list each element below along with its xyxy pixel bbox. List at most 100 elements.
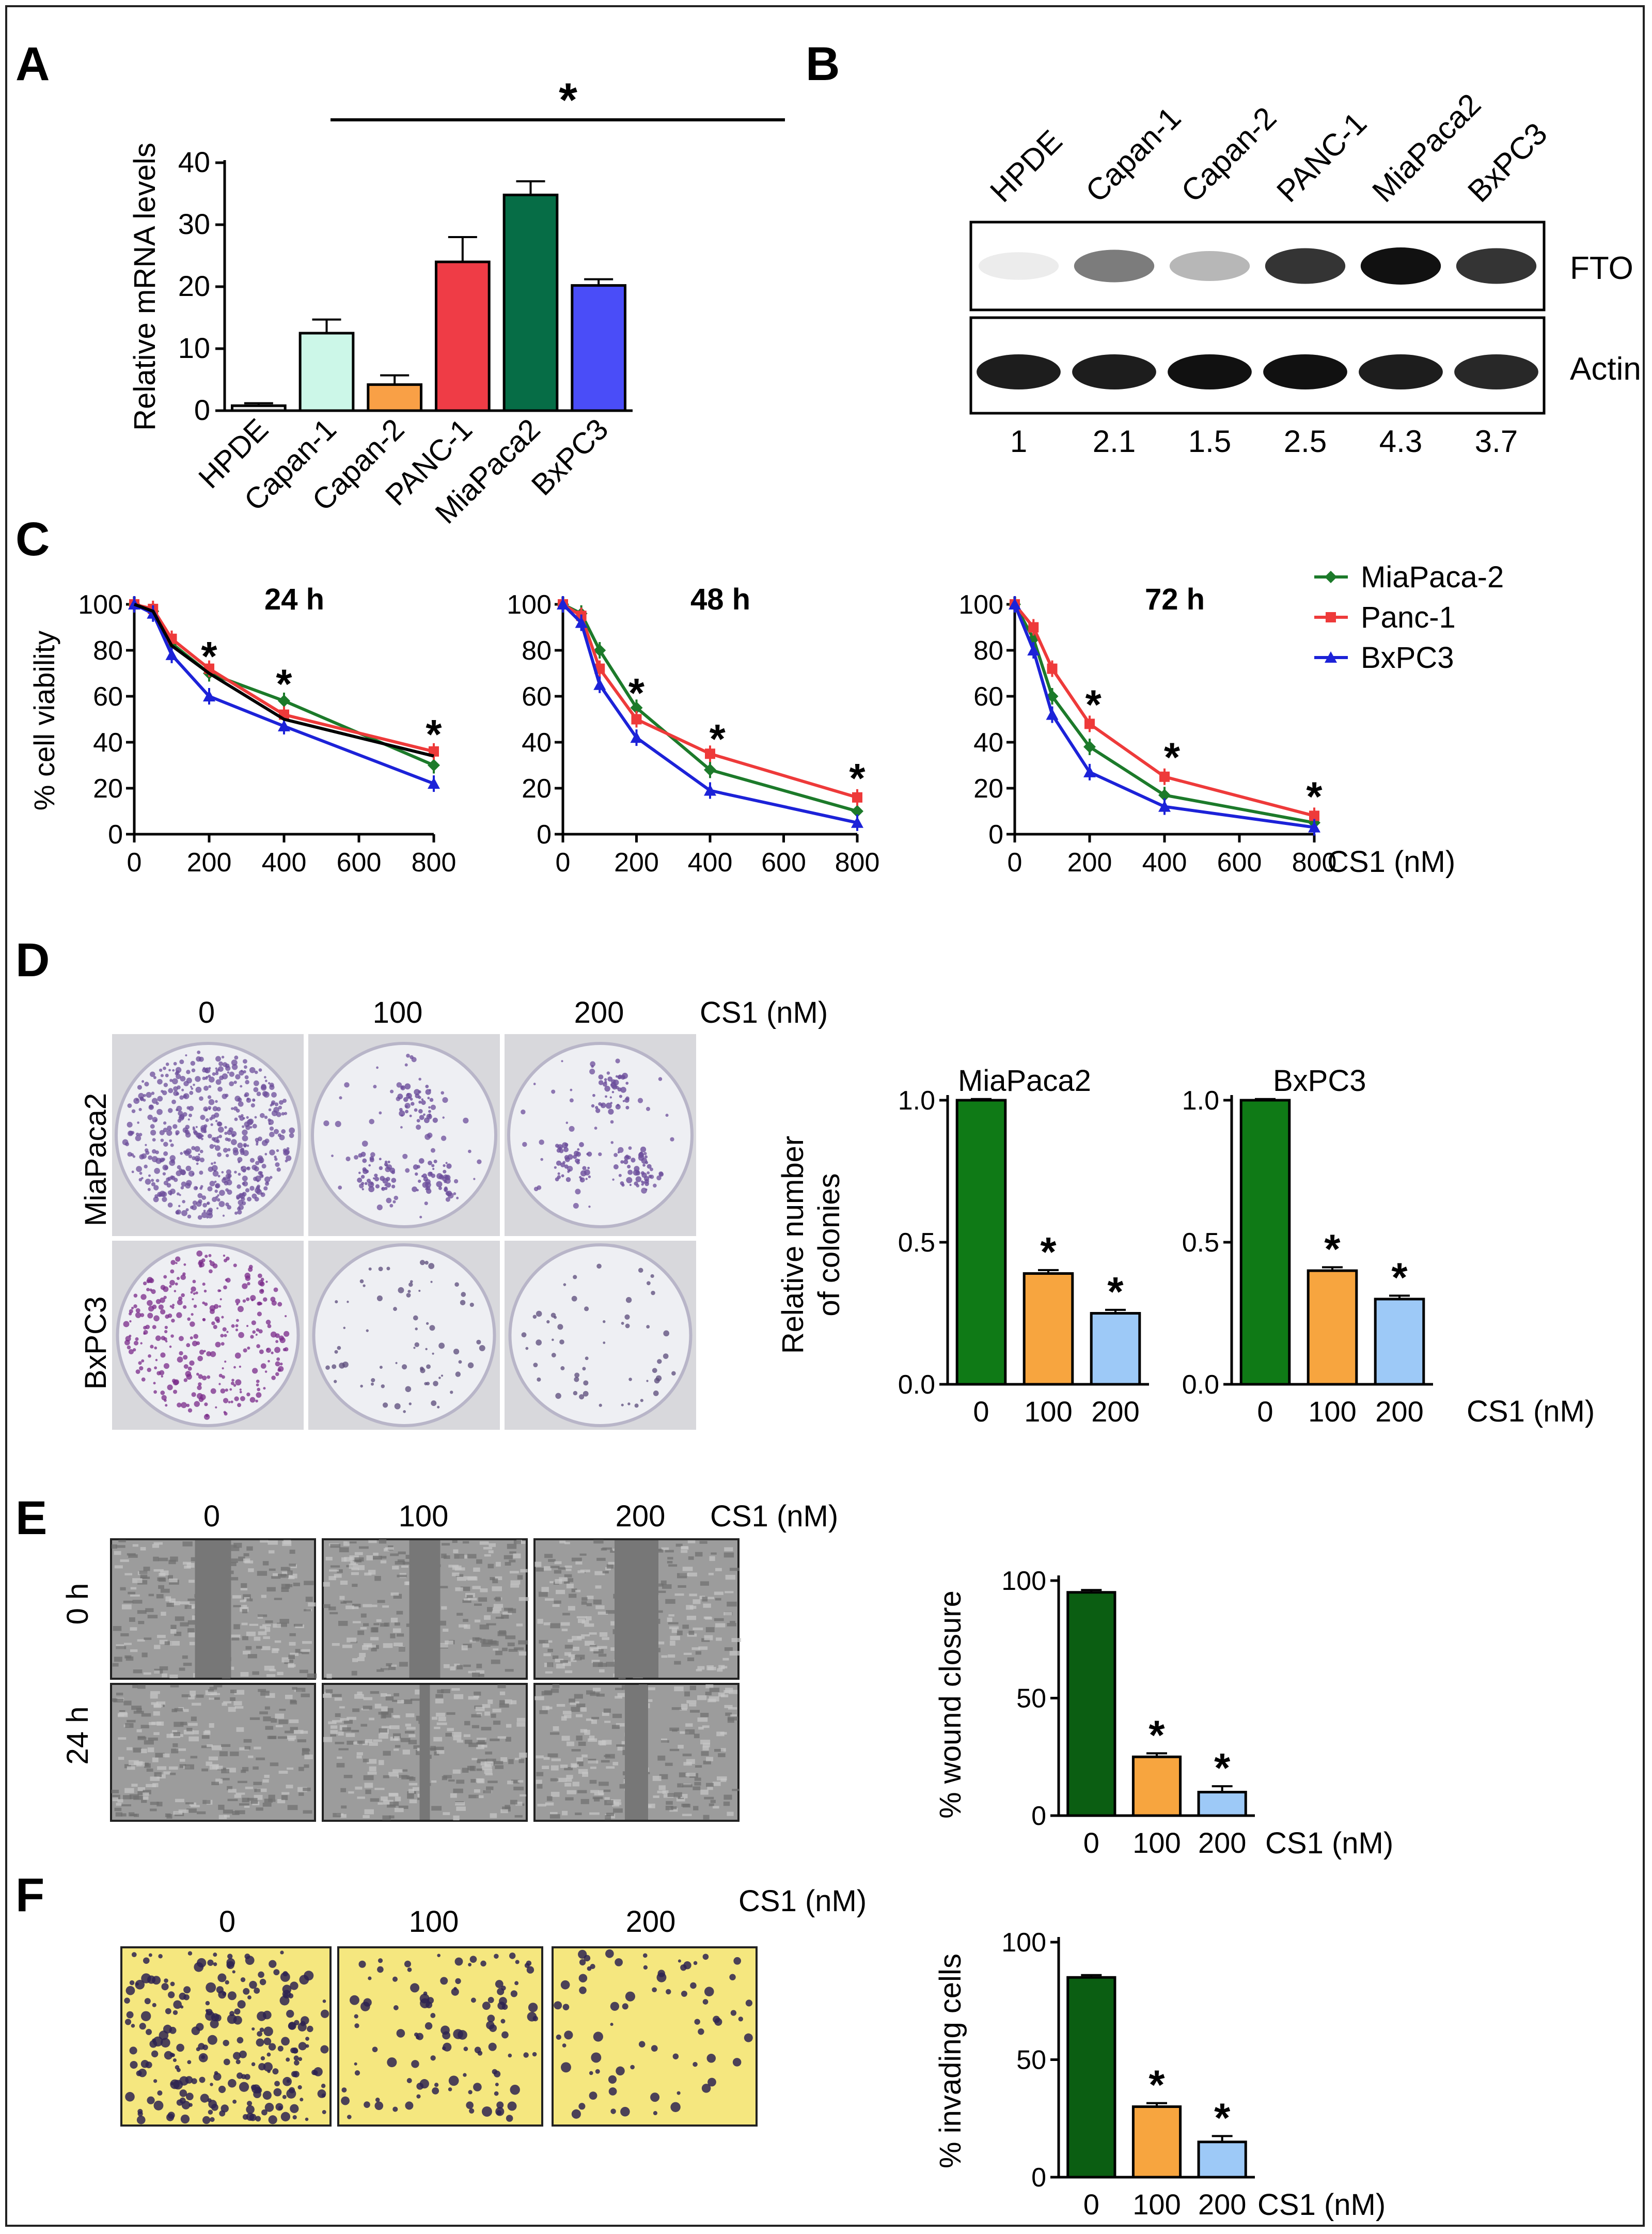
d-miapaca2-100-colony: [364, 1182, 368, 1185]
f-200-cell: [643, 1965, 648, 1970]
d-bxpc3-0-colony: [231, 1324, 235, 1328]
e-24h-100-texture: [400, 1738, 411, 1742]
d-miapaca2-0-colony: [180, 1152, 183, 1155]
d-miapaca2-0-colony: [201, 1137, 203, 1141]
e-0h-0-texture: [295, 1649, 302, 1653]
e-0h-100-texture: [452, 1572, 460, 1576]
e-0h-100-texture: [377, 1600, 385, 1603]
e-24h-0-texture: [207, 1744, 213, 1747]
e-24h-0-texture: [298, 1767, 304, 1771]
f-100-cell: [468, 1963, 472, 1966]
d-miapaca2-200-colony: [620, 1181, 624, 1185]
f-200-cell: [595, 2069, 600, 2074]
e-0h-0-texture: [257, 1571, 268, 1576]
d-bxpc3-0-colony: [197, 1385, 202, 1391]
d-y-axis-title: of colonies: [812, 1173, 846, 1316]
e-0h-0-texture: [174, 1631, 182, 1636]
e-0h-200-texture: [667, 1560, 673, 1564]
f-0-cell: [228, 2079, 237, 2088]
e-0h-100-texture: [342, 1645, 353, 1648]
e-24h-0-texture: [166, 1733, 174, 1738]
d-miapaca2-200-colony: [522, 1142, 527, 1147]
e-24h-100-texture: [388, 1792, 398, 1796]
e-24h-100-texture: [453, 1694, 464, 1699]
e-24h-0-texture: [258, 1689, 266, 1692]
e-24h-200-texture: [556, 1704, 565, 1707]
e-0h-100-texture: [492, 1586, 502, 1591]
d-bxpc3-0-colony: [158, 1304, 164, 1310]
f-100-cell: [416, 2094, 421, 2099]
d-1-ytick-label: 0.0: [1182, 1370, 1219, 1400]
d-bxpc3-0-colony: [197, 1355, 203, 1362]
f-0-cell: [210, 2019, 219, 2028]
d-miapaca2-200-colony: [582, 1166, 587, 1170]
b-row-label-fto: FTO: [1570, 251, 1633, 286]
e-24h-0-texture: [202, 1800, 211, 1804]
e-0h-100-texture: [352, 1606, 359, 1610]
e-24h-0-texture: [271, 1717, 277, 1723]
e-0h-0-texture: [112, 1663, 119, 1667]
d-bxpc3-200-colony: [557, 1324, 563, 1330]
d-miapaca2-0-colony: [198, 1199, 202, 1204]
f-ytick-label: 100: [1001, 1928, 1046, 1958]
d-bxpc3-0-colony: [218, 1305, 222, 1308]
d-bxpc3-0-colony: [176, 1312, 182, 1318]
e-24h-0-texture: [136, 1729, 142, 1732]
f-0-cell: [280, 1950, 284, 1955]
d-miapaca2-0-colony: [199, 1158, 204, 1163]
f-0-cell: [135, 1980, 145, 1990]
d-bxpc3-200-colony: [596, 1263, 602, 1269]
d-miapaca2-0-colony: [225, 1137, 229, 1142]
d-miapaca2-200-colony: [610, 1102, 612, 1104]
e-24h-100-texture: [405, 1723, 412, 1727]
f-200-cell: [670, 2102, 681, 2113]
e-0h-100-texture: [332, 1643, 340, 1646]
d-miapaca2-0-colony: [253, 1080, 259, 1086]
e-0h-100-texture: [492, 1607, 502, 1611]
d-bxpc3-0-colony: [154, 1366, 158, 1370]
e-24h-0-texture: [197, 1811, 206, 1815]
d-miapaca2-0-colony: [235, 1074, 241, 1080]
e-24h-200-texture: [723, 1794, 732, 1800]
f-0-cell: [255, 2116, 261, 2122]
e-0h-0-texture: [129, 1617, 135, 1622]
e-24h-100-texture: [332, 1720, 342, 1723]
e-24h-100-texture: [323, 1737, 333, 1742]
e-24h-200-texture: [617, 1746, 623, 1751]
e-24h-100-texture: [382, 1815, 391, 1820]
e-24h-200-texture: [697, 1695, 707, 1700]
e-24h-200-texture: [610, 1799, 621, 1802]
e-0h-200-texture: [606, 1564, 613, 1569]
d-miapaca2-100-colony: [422, 1173, 427, 1178]
d-miapaca2-0-colony: [219, 1190, 225, 1196]
d-miapaca2-100-colony: [442, 1116, 445, 1119]
f-0-cell: [273, 1969, 280, 1976]
d-bxpc3-0-colony: [129, 1312, 132, 1316]
e-24h-0-texture: [208, 1689, 214, 1694]
e-24h-0-texture: [178, 1809, 189, 1813]
e-0h-100-texture: [502, 1647, 508, 1651]
d-bxpc3-0-colony: [262, 1297, 268, 1302]
e-24h-0-texture: [218, 1804, 225, 1810]
d-miapaca2-0-colony: [216, 1121, 222, 1127]
e-0h-100-texture: [359, 1653, 366, 1658]
d-bxpc3-200-colony: [663, 1330, 670, 1337]
f-0-cell: [129, 2046, 137, 2055]
e-24h-100-texture: [507, 1780, 513, 1785]
e-0h-200-texture: [681, 1546, 688, 1549]
d-miapaca2-0-colony: [177, 1165, 181, 1169]
d-bxpc3-100-colony: [426, 1382, 430, 1386]
d-bxpc3-200-colony: [574, 1372, 580, 1378]
f-100-cell: [424, 2022, 433, 2030]
d-bxpc3-0-colony: [160, 1309, 166, 1315]
e-0h-100-texture: [505, 1561, 511, 1566]
c-legend-label: BxPC3: [1361, 641, 1454, 675]
e-24h-0-texture: [230, 1751, 239, 1756]
d-bxpc3-0-colony: [165, 1404, 168, 1407]
e-0h-200-texture: [675, 1543, 683, 1547]
e-24h-0-texture: [123, 1700, 132, 1706]
d-miapaca2-0-colony: [188, 1154, 193, 1159]
d-bxpc3-0-colony: [284, 1347, 289, 1352]
d-miapaca2-0-colony: [176, 1209, 181, 1215]
e-24h-100-texture: [335, 1713, 341, 1717]
